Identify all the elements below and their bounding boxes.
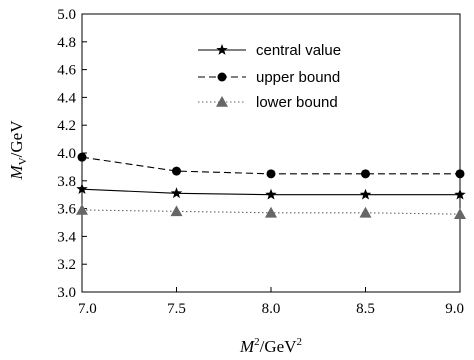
data-point [455, 169, 465, 179]
legend-label: lower bound [256, 94, 338, 111]
legend-label: upper bound [256, 69, 340, 86]
data-point [265, 206, 277, 218]
y-tick-label: 4.2 [57, 118, 76, 134]
axes: 3.0 3.2 3.4 3.6 3.8 4.0 4.2 4.4 4.6 4.8 5.0 7.0 7.5 8… [57, 7, 464, 317]
y-tick-label: 3.2 [57, 257, 76, 273]
series-layer [76, 152, 466, 219]
legend-item: upper bound [198, 69, 340, 86]
x-tick-label: 9.0 [445, 301, 464, 317]
x-tick-label: 8.5 [356, 301, 375, 317]
x-axis-title: M2/GeV2 [239, 336, 302, 356]
series-triangle [76, 203, 466, 219]
legend-marker [217, 72, 227, 82]
legend-marker [216, 44, 228, 55]
data-point [170, 205, 183, 217]
data-point [77, 152, 87, 162]
series-star [76, 183, 466, 200]
y-tick-label: 4.0 [57, 146, 76, 162]
data-point [172, 166, 181, 176]
y-tick-label: 5.0 [57, 7, 76, 23]
legend-marker [216, 96, 228, 107]
y-tick-label: 3.6 [57, 202, 76, 218]
data-point [170, 187, 183, 199]
data-point [359, 188, 372, 200]
y-tick-label: 4.4 [57, 90, 76, 106]
legend-item: lower bound [198, 94, 338, 111]
legend: central value upper bound lower bound [198, 42, 341, 111]
y-tick-label: 4.6 [57, 63, 76, 79]
y-axis-title: MV/GeV [7, 120, 29, 181]
y-tick-label: 4.8 [57, 35, 76, 51]
data-point [359, 206, 372, 218]
legend-item: central value [198, 42, 341, 59]
data-point [76, 183, 88, 194]
y-tick-label: 3.8 [57, 174, 76, 190]
x-tick-label: 7.5 [167, 301, 186, 317]
y-tick-label: 3.4 [57, 229, 76, 245]
data-point [266, 169, 276, 179]
y-tick-label: 3.0 [57, 285, 76, 301]
data-point [265, 188, 277, 200]
data-point [454, 188, 466, 200]
data-point [76, 203, 88, 215]
series-circle [77, 152, 465, 179]
data-point [361, 169, 370, 179]
legend-label: central value [256, 42, 341, 59]
x-tick-label: 7.0 [78, 301, 97, 317]
x-tick-label: 8.0 [262, 301, 281, 317]
data-point [454, 208, 466, 219]
